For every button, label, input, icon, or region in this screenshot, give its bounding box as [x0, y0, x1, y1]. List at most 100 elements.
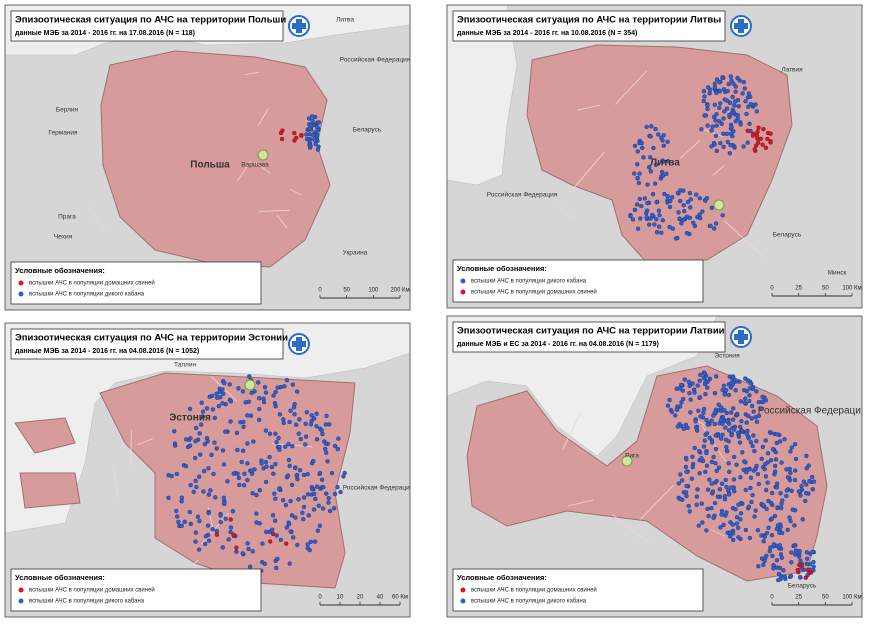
outbreak-dot	[777, 543, 783, 548]
outbreak-dot	[799, 483, 804, 489]
outbreak-dot	[785, 527, 790, 533]
outbreak-dot	[660, 159, 666, 164]
outbreak-dot	[261, 399, 267, 405]
outbreak-dot	[288, 408, 293, 413]
outbreak-dot	[731, 477, 737, 482]
outbreak-dot	[709, 505, 714, 511]
outbreak-dot	[268, 539, 273, 544]
outbreak-dot	[761, 539, 766, 544]
outbreak-dot	[271, 531, 276, 537]
outbreak-dot	[176, 519, 181, 524]
outbreak-dot	[804, 556, 810, 561]
scale-label: 50	[822, 286, 829, 292]
outbreak-dot	[704, 417, 709, 423]
outbreak-dot	[287, 419, 292, 425]
outbreak-dot	[213, 495, 218, 500]
outbreak-dot	[719, 121, 724, 126]
outbreak-dot	[724, 484, 729, 490]
outbreak-dot	[314, 424, 319, 429]
outbreak-dot	[206, 538, 212, 543]
outbreak-dot	[730, 531, 736, 536]
place-label: Эстония	[169, 413, 211, 424]
outbreak-dot	[175, 514, 180, 519]
outbreak-dot	[188, 436, 193, 441]
outbreak-dot	[202, 442, 208, 447]
outbreak-dot	[260, 541, 265, 546]
outbreak-dot	[659, 230, 664, 235]
outbreak-dot	[203, 541, 208, 547]
outbreak-dot	[702, 381, 708, 387]
outbreak-dot	[740, 450, 745, 455]
title: Эпизоотическая ситуация по АЧС на террит…	[457, 15, 721, 26]
logo-cross	[734, 19, 748, 33]
outbreak-dot	[701, 89, 707, 94]
outbreak-dot	[762, 558, 767, 564]
outbreak-dot	[312, 137, 317, 142]
outbreak-dot	[295, 476, 300, 482]
outbreak-dot	[660, 218, 665, 223]
outbreak-dot	[687, 391, 692, 396]
outbreak-dot	[222, 380, 227, 386]
outbreak-dot	[187, 443, 193, 448]
outbreak-dot	[290, 444, 295, 449]
place-label: Германия	[48, 130, 78, 137]
outbreak-dot	[734, 462, 739, 467]
outbreak-dot	[669, 409, 675, 415]
outbreak-dot	[779, 530, 785, 535]
outbreak-dot	[717, 105, 722, 110]
outbreak-dot	[790, 507, 795, 512]
outbreak-dot	[704, 431, 710, 436]
outbreak-dot	[714, 468, 719, 474]
outbreak-dot	[202, 468, 207, 474]
outbreak-dot	[235, 447, 240, 453]
outbreak-dot	[179, 523, 184, 528]
outbreak-dot	[721, 383, 727, 388]
outbreak-dot	[197, 518, 202, 524]
outbreak-dot	[709, 205, 715, 211]
outbreak-dot	[692, 445, 697, 451]
outbreak-dot	[194, 484, 199, 490]
outbreak-dot	[648, 169, 653, 174]
outbreak-dot	[182, 519, 187, 524]
place-label: Литва	[650, 158, 680, 169]
outbreak-dot	[776, 571, 782, 577]
outbreak-dot	[257, 406, 262, 412]
outbreak-dot	[709, 459, 715, 464]
outbreak-dot	[649, 124, 654, 129]
outbreak-dot	[299, 133, 304, 138]
outbreak-dot	[712, 500, 718, 506]
outbreak-dot	[762, 466, 767, 472]
region-border	[562, 411, 582, 450]
outbreak-dot	[712, 421, 717, 427]
outbreak-dot	[728, 385, 734, 390]
outbreak-dot	[683, 464, 689, 470]
outbreak-dot	[781, 568, 786, 573]
outbreak-dot	[200, 414, 205, 419]
legend-swatch	[18, 587, 24, 593]
region-border	[576, 104, 601, 111]
outbreak-dot	[326, 496, 331, 501]
outbreak-dot	[680, 396, 686, 402]
outbreak-dot	[784, 488, 789, 493]
outbreak-dot	[256, 380, 261, 385]
outbreak-dot	[753, 415, 758, 420]
outbreak-dot	[208, 488, 213, 493]
outbreak-dot	[728, 142, 733, 148]
outbreak-dot	[274, 533, 279, 538]
outbreak-dot	[204, 406, 210, 411]
outbreak-dot	[214, 446, 219, 451]
outbreak-dot	[788, 573, 794, 579]
outbreak-dot	[252, 467, 257, 472]
outbreak-dot	[720, 421, 725, 426]
outbreak-dot	[323, 446, 328, 452]
outbreak-dot	[754, 439, 759, 444]
outbreak-dot	[166, 495, 171, 500]
outbreak-dot	[765, 480, 770, 485]
outbreak-dot	[716, 402, 721, 407]
outbreak-dot	[245, 541, 250, 546]
outbreak-dot	[726, 428, 732, 433]
outbreak-dot	[760, 399, 765, 404]
outbreak-dot	[697, 378, 702, 383]
outbreak-dot	[278, 130, 284, 136]
outbreak-dot	[193, 439, 198, 444]
